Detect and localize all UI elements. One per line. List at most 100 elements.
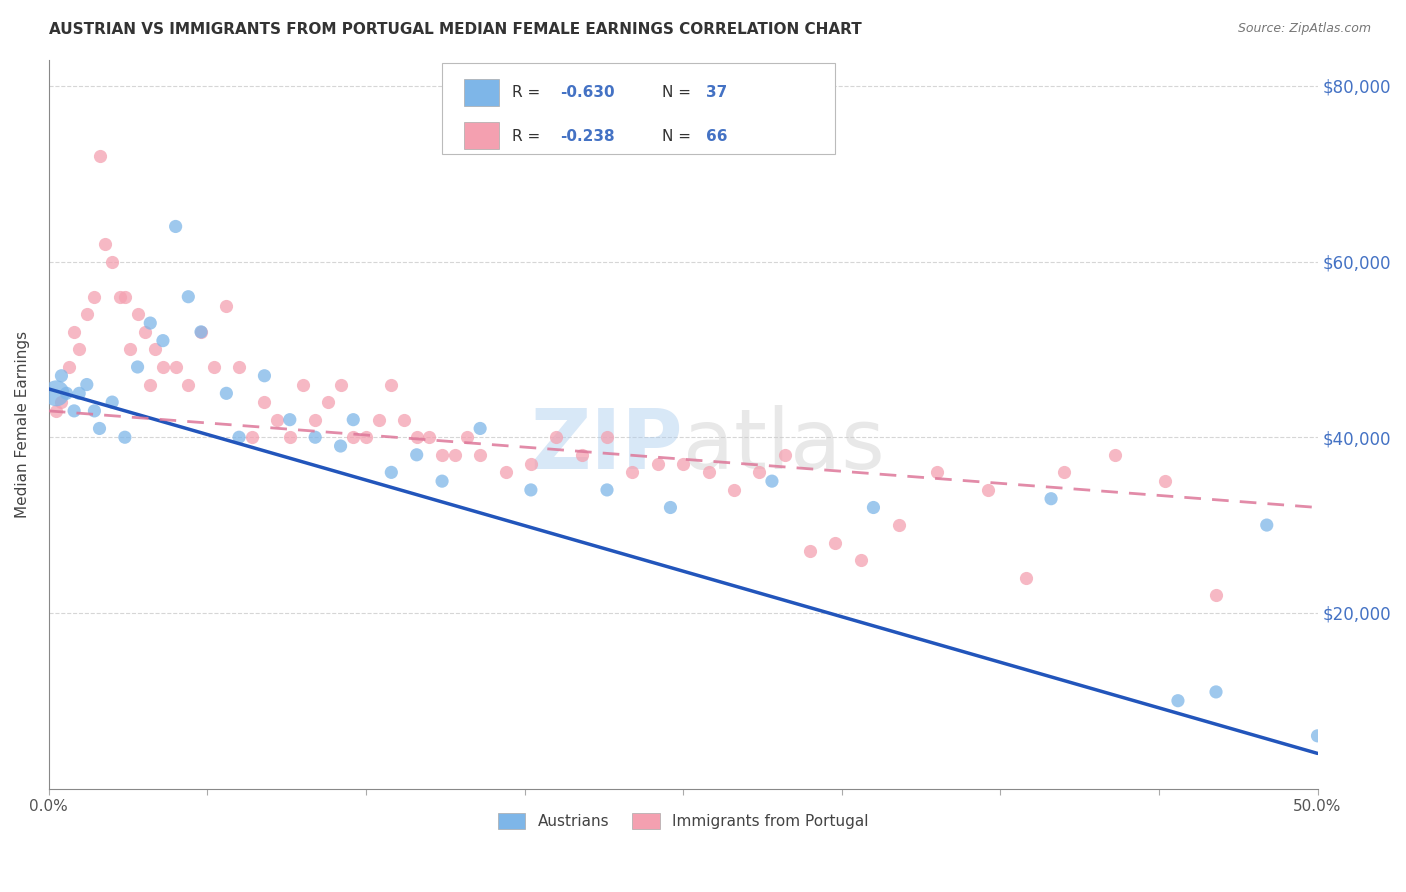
- Point: [329, 377, 352, 392]
- Point: [1015, 571, 1038, 585]
- Point: [799, 544, 821, 558]
- Point: [67, 343, 90, 357]
- Point: [430, 448, 453, 462]
- Point: [83, 404, 105, 418]
- Point: [316, 395, 339, 409]
- Point: [342, 412, 364, 426]
- Point: [1040, 491, 1063, 506]
- Point: [76, 377, 98, 392]
- Point: [849, 553, 872, 567]
- Point: [495, 466, 517, 480]
- Point: [1104, 448, 1126, 462]
- Point: [228, 359, 250, 374]
- Point: [824, 535, 846, 549]
- Point: [152, 334, 174, 348]
- Point: [354, 430, 377, 444]
- Point: [1053, 466, 1076, 480]
- Point: [51, 395, 73, 409]
- Point: [177, 290, 200, 304]
- Point: [887, 518, 910, 533]
- Point: [925, 466, 948, 480]
- Point: [380, 466, 402, 480]
- Point: [405, 448, 427, 462]
- Point: [202, 359, 225, 374]
- Point: [63, 404, 86, 418]
- Text: R =: R =: [512, 128, 546, 144]
- Point: [127, 307, 149, 321]
- Point: [165, 219, 187, 234]
- Point: [89, 421, 111, 435]
- Point: [456, 430, 478, 444]
- Point: [1167, 694, 1189, 708]
- Point: [93, 237, 115, 252]
- Point: [443, 448, 465, 462]
- Point: [45, 404, 67, 418]
- Point: [165, 359, 187, 374]
- Point: [291, 377, 314, 392]
- Point: [761, 474, 783, 488]
- Point: [101, 395, 124, 409]
- Y-axis label: Median Female Earnings: Median Female Earnings: [15, 331, 30, 517]
- Text: atlas: atlas: [683, 406, 884, 486]
- Legend: Austrians, Immigrants from Portugal: Austrians, Immigrants from Portugal: [492, 807, 875, 836]
- Point: [1205, 588, 1227, 602]
- Point: [114, 430, 136, 444]
- Point: [367, 412, 389, 426]
- Point: [139, 377, 162, 392]
- Point: [101, 254, 124, 268]
- Point: [1154, 474, 1177, 488]
- Text: 66: 66: [706, 128, 727, 144]
- Point: [215, 386, 238, 401]
- Point: [392, 412, 415, 426]
- Point: [418, 430, 440, 444]
- Point: [45, 386, 67, 401]
- Point: [278, 412, 301, 426]
- Point: [748, 466, 770, 480]
- Point: [278, 430, 301, 444]
- Text: AUSTRIAN VS IMMIGRANTS FROM PORTUGAL MEDIAN FEMALE EARNINGS CORRELATION CHART: AUSTRIAN VS IMMIGRANTS FROM PORTUGAL MED…: [49, 22, 862, 37]
- Text: N =: N =: [662, 128, 696, 144]
- Point: [83, 290, 105, 304]
- Point: [520, 457, 543, 471]
- Point: [520, 483, 543, 497]
- Text: ZIP: ZIP: [530, 406, 683, 486]
- Point: [672, 457, 695, 471]
- Point: [108, 290, 131, 304]
- Point: [215, 298, 238, 312]
- Point: [190, 325, 212, 339]
- Point: [621, 466, 644, 480]
- Point: [1306, 729, 1329, 743]
- Point: [190, 325, 212, 339]
- Point: [89, 149, 111, 163]
- Point: [177, 377, 200, 392]
- Point: [152, 359, 174, 374]
- Point: [139, 316, 162, 330]
- FancyBboxPatch shape: [441, 63, 835, 154]
- Point: [1205, 685, 1227, 699]
- Point: [862, 500, 884, 515]
- Point: [773, 448, 796, 462]
- Point: [571, 448, 593, 462]
- Point: [63, 325, 86, 339]
- Point: [723, 483, 745, 497]
- Point: [134, 325, 156, 339]
- Text: Source: ZipAtlas.com: Source: ZipAtlas.com: [1237, 22, 1371, 36]
- Text: 37: 37: [706, 85, 727, 100]
- Point: [596, 430, 619, 444]
- FancyBboxPatch shape: [464, 78, 499, 106]
- Point: [67, 386, 90, 401]
- Point: [253, 368, 276, 383]
- Point: [342, 430, 364, 444]
- Point: [697, 466, 720, 480]
- Point: [228, 430, 250, 444]
- Text: -0.238: -0.238: [560, 128, 614, 144]
- Point: [430, 474, 453, 488]
- Point: [143, 343, 166, 357]
- Point: [659, 500, 682, 515]
- Point: [55, 386, 77, 401]
- Point: [266, 412, 288, 426]
- Point: [118, 343, 141, 357]
- Text: -0.630: -0.630: [560, 85, 614, 100]
- FancyBboxPatch shape: [464, 121, 499, 149]
- Point: [647, 457, 669, 471]
